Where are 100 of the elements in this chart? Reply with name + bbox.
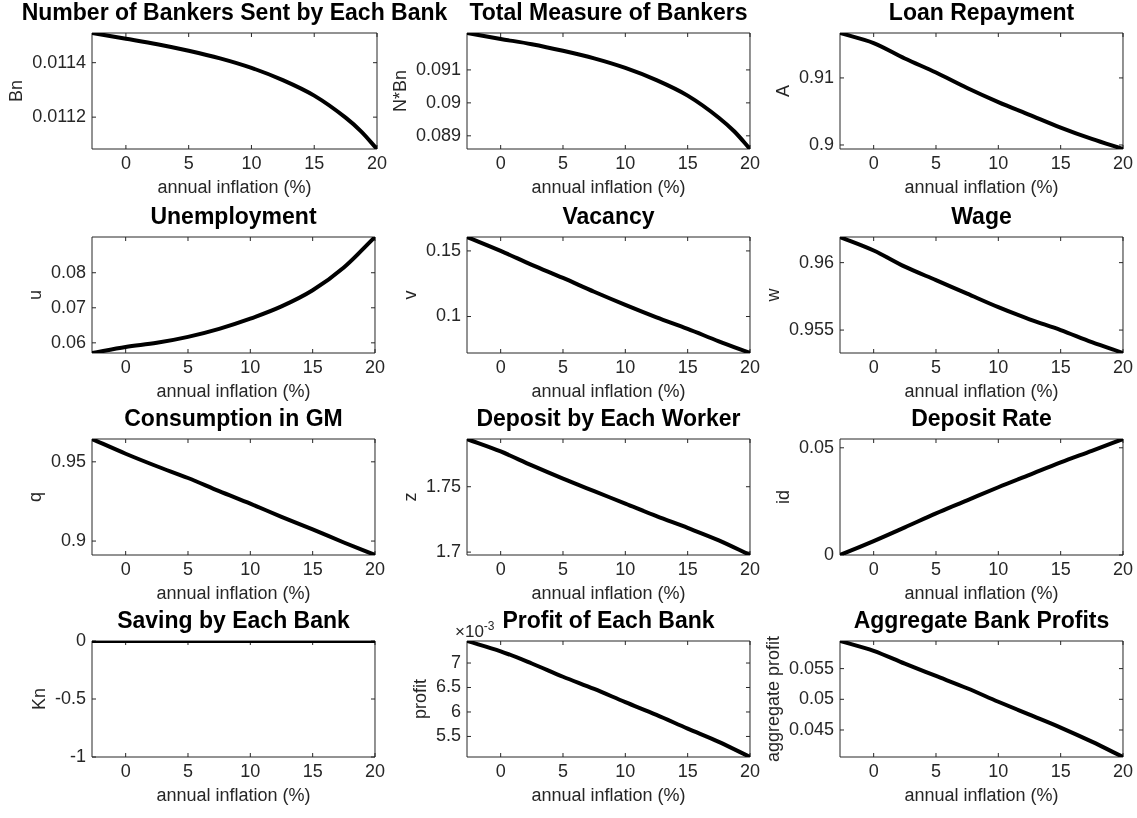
x-axis-title: annual inflation (%) — [531, 583, 686, 604]
x-tick-label: 5 — [182, 760, 193, 781]
chart-title: Deposit by Each Worker — [476, 405, 741, 432]
x-tick-label: 20 — [364, 558, 385, 579]
x-tick-label: 20 — [1112, 356, 1133, 377]
x-tick-label: 10 — [241, 152, 262, 173]
y-tick-label: 0.089 — [415, 124, 461, 145]
y-tick-label: 0.9 — [808, 133, 834, 154]
line-series — [467, 641, 750, 757]
x-axis-title: annual inflation (%) — [531, 381, 686, 402]
x-tick-label: 15 — [677, 152, 698, 173]
x-tick-label: 5 — [557, 558, 568, 579]
y-tick-label: 0.15 — [425, 239, 461, 260]
x-axis-title: annual inflation (%) — [904, 785, 1059, 806]
line-series — [92, 237, 375, 353]
y-axis-title: Bn — [5, 79, 26, 103]
x-axis-title: annual inflation (%) — [531, 785, 686, 806]
chart-title: Number of Bankers Sent by Each Bank — [21, 0, 448, 26]
y-tick-label: 0.07 — [50, 296, 86, 317]
x-tick-label: 0 — [120, 152, 131, 173]
x-tick-label: 20 — [364, 356, 385, 377]
x-tick-label: 10 — [988, 152, 1009, 173]
x-tick-label: 10 — [615, 558, 636, 579]
chart-title: Aggregate Bank Profits — [853, 607, 1110, 634]
y-tick-label: 1.7 — [435, 541, 461, 562]
y-tick-label: 0.1 — [435, 305, 461, 326]
line-series — [840, 237, 1123, 353]
y-axis-title: A — [772, 84, 793, 98]
x-tick-label: 5 — [183, 152, 194, 173]
x-tick-label: 0 — [495, 356, 506, 377]
y-tick-label: 0.05 — [798, 436, 834, 457]
x-tick-label: 10 — [988, 356, 1009, 377]
y-axis-title: Kn — [28, 687, 49, 711]
y-tick-label: 0.05 — [798, 688, 834, 709]
x-tick-label: 0 — [495, 760, 506, 781]
line-series — [467, 33, 750, 149]
x-axis-title: annual inflation (%) — [904, 583, 1059, 604]
x-tick-label: 5 — [930, 356, 941, 377]
x-tick-label: 5 — [182, 558, 193, 579]
x-tick-label: 20 — [739, 760, 760, 781]
chart-title: Profit of Each Bank — [502, 607, 715, 634]
x-tick-label: 0 — [495, 558, 506, 579]
y-tick-label: 5.5 — [435, 725, 461, 746]
x-tick-label: 5 — [930, 760, 941, 781]
x-tick-label: 15 — [677, 760, 698, 781]
line-series — [467, 237, 750, 353]
x-tick-label: 15 — [1050, 558, 1071, 579]
y-axis-title: id — [772, 489, 793, 505]
y-tick-label: 0.09 — [425, 91, 461, 112]
x-tick-label: 20 — [366, 152, 388, 173]
x-tick-label: 0 — [868, 356, 879, 377]
x-axis-title: annual inflation (%) — [156, 583, 311, 604]
y-tick-label: 0.955 — [788, 319, 834, 340]
x-tick-label: 10 — [988, 558, 1009, 579]
y-axis-title: aggregate profit — [762, 635, 783, 763]
x-axis-title: annual inflation (%) — [904, 381, 1059, 402]
x-tick-label: 10 — [988, 760, 1009, 781]
x-axis-title: annual inflation (%) — [531, 177, 686, 198]
y-tick-label: 0.91 — [798, 66, 834, 87]
x-tick-label: 15 — [302, 760, 323, 781]
x-tick-label: 20 — [1112, 760, 1133, 781]
line-series — [840, 641, 1123, 757]
y-tick-label: -1 — [69, 745, 86, 766]
x-tick-label: 20 — [1112, 558, 1133, 579]
y-axis-title: v — [399, 290, 420, 300]
x-tick-label: 15 — [304, 152, 325, 173]
x-tick-label: 5 — [557, 152, 568, 173]
x-tick-label: 5 — [930, 558, 941, 579]
x-tick-label: 10 — [615, 356, 636, 377]
line-series — [92, 439, 375, 555]
x-tick-label: 5 — [557, 760, 568, 781]
x-tick-label: 0 — [868, 760, 879, 781]
x-tick-label: 10 — [240, 558, 261, 579]
x-tick-label: 10 — [615, 760, 636, 781]
x-tick-label: 10 — [240, 760, 261, 781]
chart-title: Saving by Each Bank — [117, 607, 351, 634]
chart-title: Total Measure of Bankers — [469, 0, 748, 26]
y-tick-label: 0.091 — [415, 58, 461, 79]
x-tick-label: 15 — [677, 356, 698, 377]
x-tick-label: 10 — [615, 152, 636, 173]
y-tick-label: 0.0112 — [32, 106, 86, 127]
x-tick-label: 0 — [495, 152, 506, 173]
x-tick-label: 0 — [868, 558, 879, 579]
x-tick-label: 15 — [302, 558, 323, 579]
x-tick-label: 20 — [739, 152, 760, 173]
y-axis-title: u — [24, 289, 45, 301]
x-tick-label: 15 — [302, 356, 323, 377]
y-tick-label: 0.9 — [60, 530, 86, 551]
y-axis-title: w — [762, 287, 783, 303]
y-axis-title: z — [399, 492, 420, 502]
x-axis-title: annual inflation (%) — [904, 177, 1059, 198]
y-tick-label: -0.5 — [54, 687, 86, 708]
y-tick-label: 0.96 — [798, 251, 834, 272]
line-series — [840, 33, 1123, 149]
chart-title: Consumption in GM — [124, 405, 343, 432]
chart-title: Loan Repayment — [888, 0, 1075, 26]
line-series — [840, 439, 1123, 555]
x-axis-title: annual inflation (%) — [157, 177, 312, 198]
y-tick-label: 0.055 — [788, 657, 834, 678]
y-tick-label: 7 — [450, 651, 461, 672]
